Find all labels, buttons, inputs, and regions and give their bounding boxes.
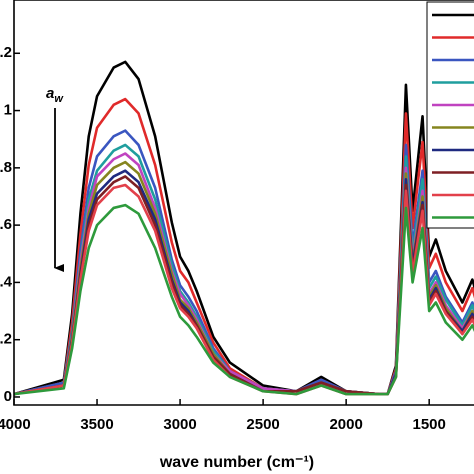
x-tick-label: 4000	[0, 416, 31, 433]
x-tick-label: 3500	[80, 416, 113, 433]
y-tick-label: 0.8	[0, 159, 12, 176]
plot-area	[14, 60, 474, 396]
x-tick-label: 3000	[163, 416, 196, 433]
annotation-subscript: w	[54, 93, 64, 105]
x-tick-label: 2500	[246, 416, 279, 433]
y-tick-label: 1.2	[0, 44, 12, 61]
y-tick-label: 0	[4, 388, 12, 405]
y-tick-label: 0.4	[0, 273, 13, 290]
annotation: aw	[46, 85, 64, 105]
x-axis-label: wave number (cm⁻¹)	[159, 454, 314, 471]
y-tick-label: 0.2	[0, 331, 12, 348]
series-line	[14, 203, 474, 396]
annotation-text: a	[46, 85, 54, 102]
legend-box	[426, 1, 474, 229]
y-tick-label: 0.6	[0, 216, 12, 233]
x-tick-label: 1500	[412, 416, 445, 433]
y-tick-label: 1	[4, 102, 12, 119]
x-tick-label: 2000	[329, 416, 362, 433]
